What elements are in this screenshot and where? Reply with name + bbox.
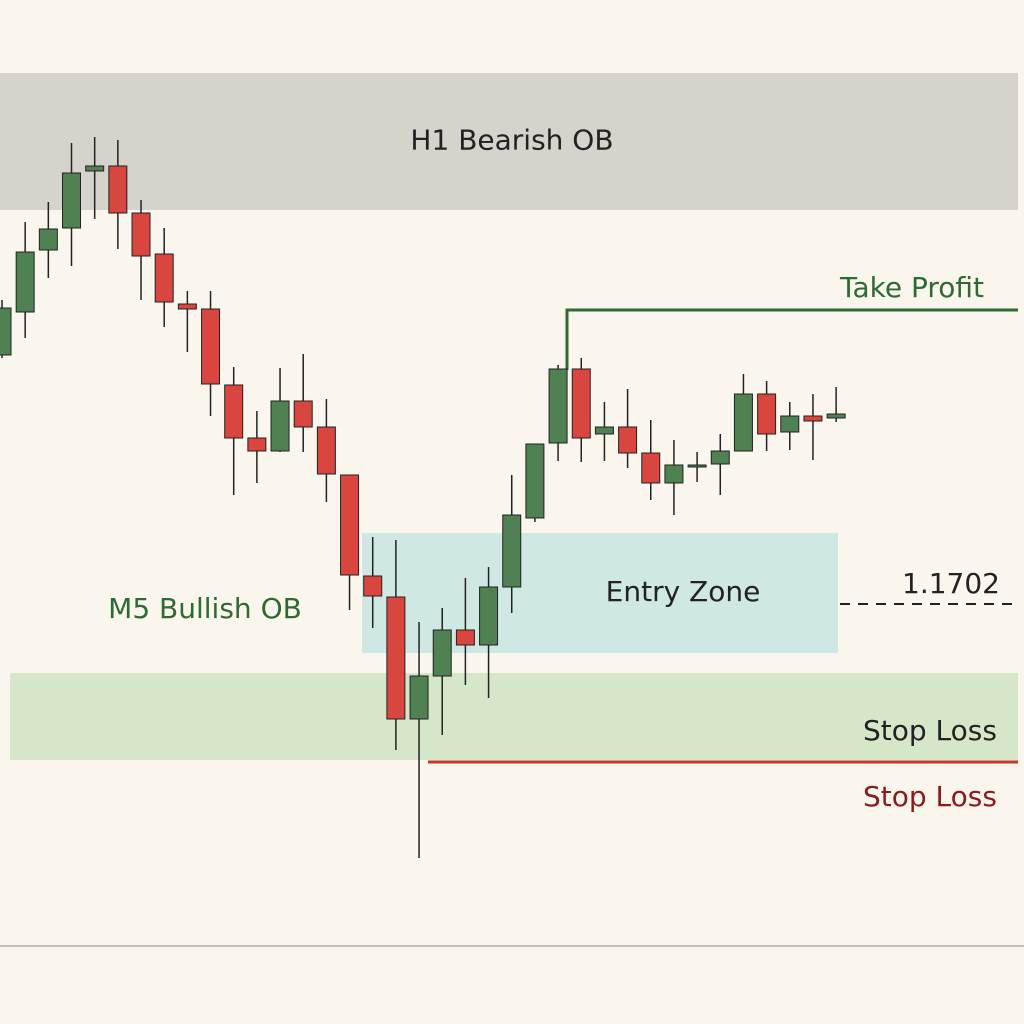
candle-body: [108, 165, 128, 214]
candle-body: [733, 393, 753, 452]
candle-body: [131, 212, 151, 257]
candle-body: [409, 675, 429, 720]
stop-loss-label: Stop Loss: [863, 780, 997, 813]
candle-body: [455, 629, 475, 646]
candle-body: [826, 413, 846, 419]
candle-body: [85, 165, 105, 172]
take-profit-line: [565, 308, 1018, 370]
candle-body: [38, 228, 58, 251]
candle-body: [641, 452, 661, 484]
candle-body: [224, 384, 244, 439]
zone-label: Entry Zone: [606, 575, 761, 608]
candle-body: [571, 368, 591, 439]
candle-body: [432, 629, 452, 677]
zone-label: Stop Loss: [863, 714, 997, 747]
candle-body: [710, 450, 730, 465]
candle-body: [340, 474, 360, 576]
candle-body: [386, 596, 406, 720]
candle-body: [664, 464, 684, 484]
candle-body: [62, 172, 82, 229]
candle-body: [525, 443, 545, 519]
candle-body: [0, 307, 12, 356]
annotation: M5 Bullish OB: [108, 592, 302, 625]
labels: M5 Bullish OB H1 Bearish OB Entry Zone Sto…: [108, 124, 1000, 814]
candle-body: [687, 464, 707, 468]
candle-body: [316, 426, 336, 475]
levels: [428, 308, 1018, 764]
candle-body: [293, 400, 313, 428]
candle-body: [618, 426, 638, 454]
candle-body: [548, 368, 568, 444]
take-profit-label: Take Profit: [839, 271, 984, 304]
zone: [0, 73, 1018, 210]
candle-body: [177, 303, 197, 310]
candles: [0, 137, 846, 858]
candle-body: [479, 586, 499, 646]
zone: [10, 673, 1018, 760]
candle-body: [594, 426, 614, 435]
candle-body: [757, 393, 777, 435]
candle-body: [201, 308, 221, 385]
candle-body: [15, 251, 35, 313]
candle-body: [803, 415, 823, 422]
candle-body: [270, 400, 290, 452]
candle-body: [154, 253, 174, 303]
zones: [0, 73, 1018, 760]
candle-body: [247, 437, 267, 452]
entry-label: 1.1702: [902, 567, 1000, 600]
candle-body: [502, 514, 522, 588]
candle-body: [780, 415, 800, 433]
candle-body: [363, 575, 383, 597]
zone-label: H1 Bearish OB: [410, 124, 613, 157]
